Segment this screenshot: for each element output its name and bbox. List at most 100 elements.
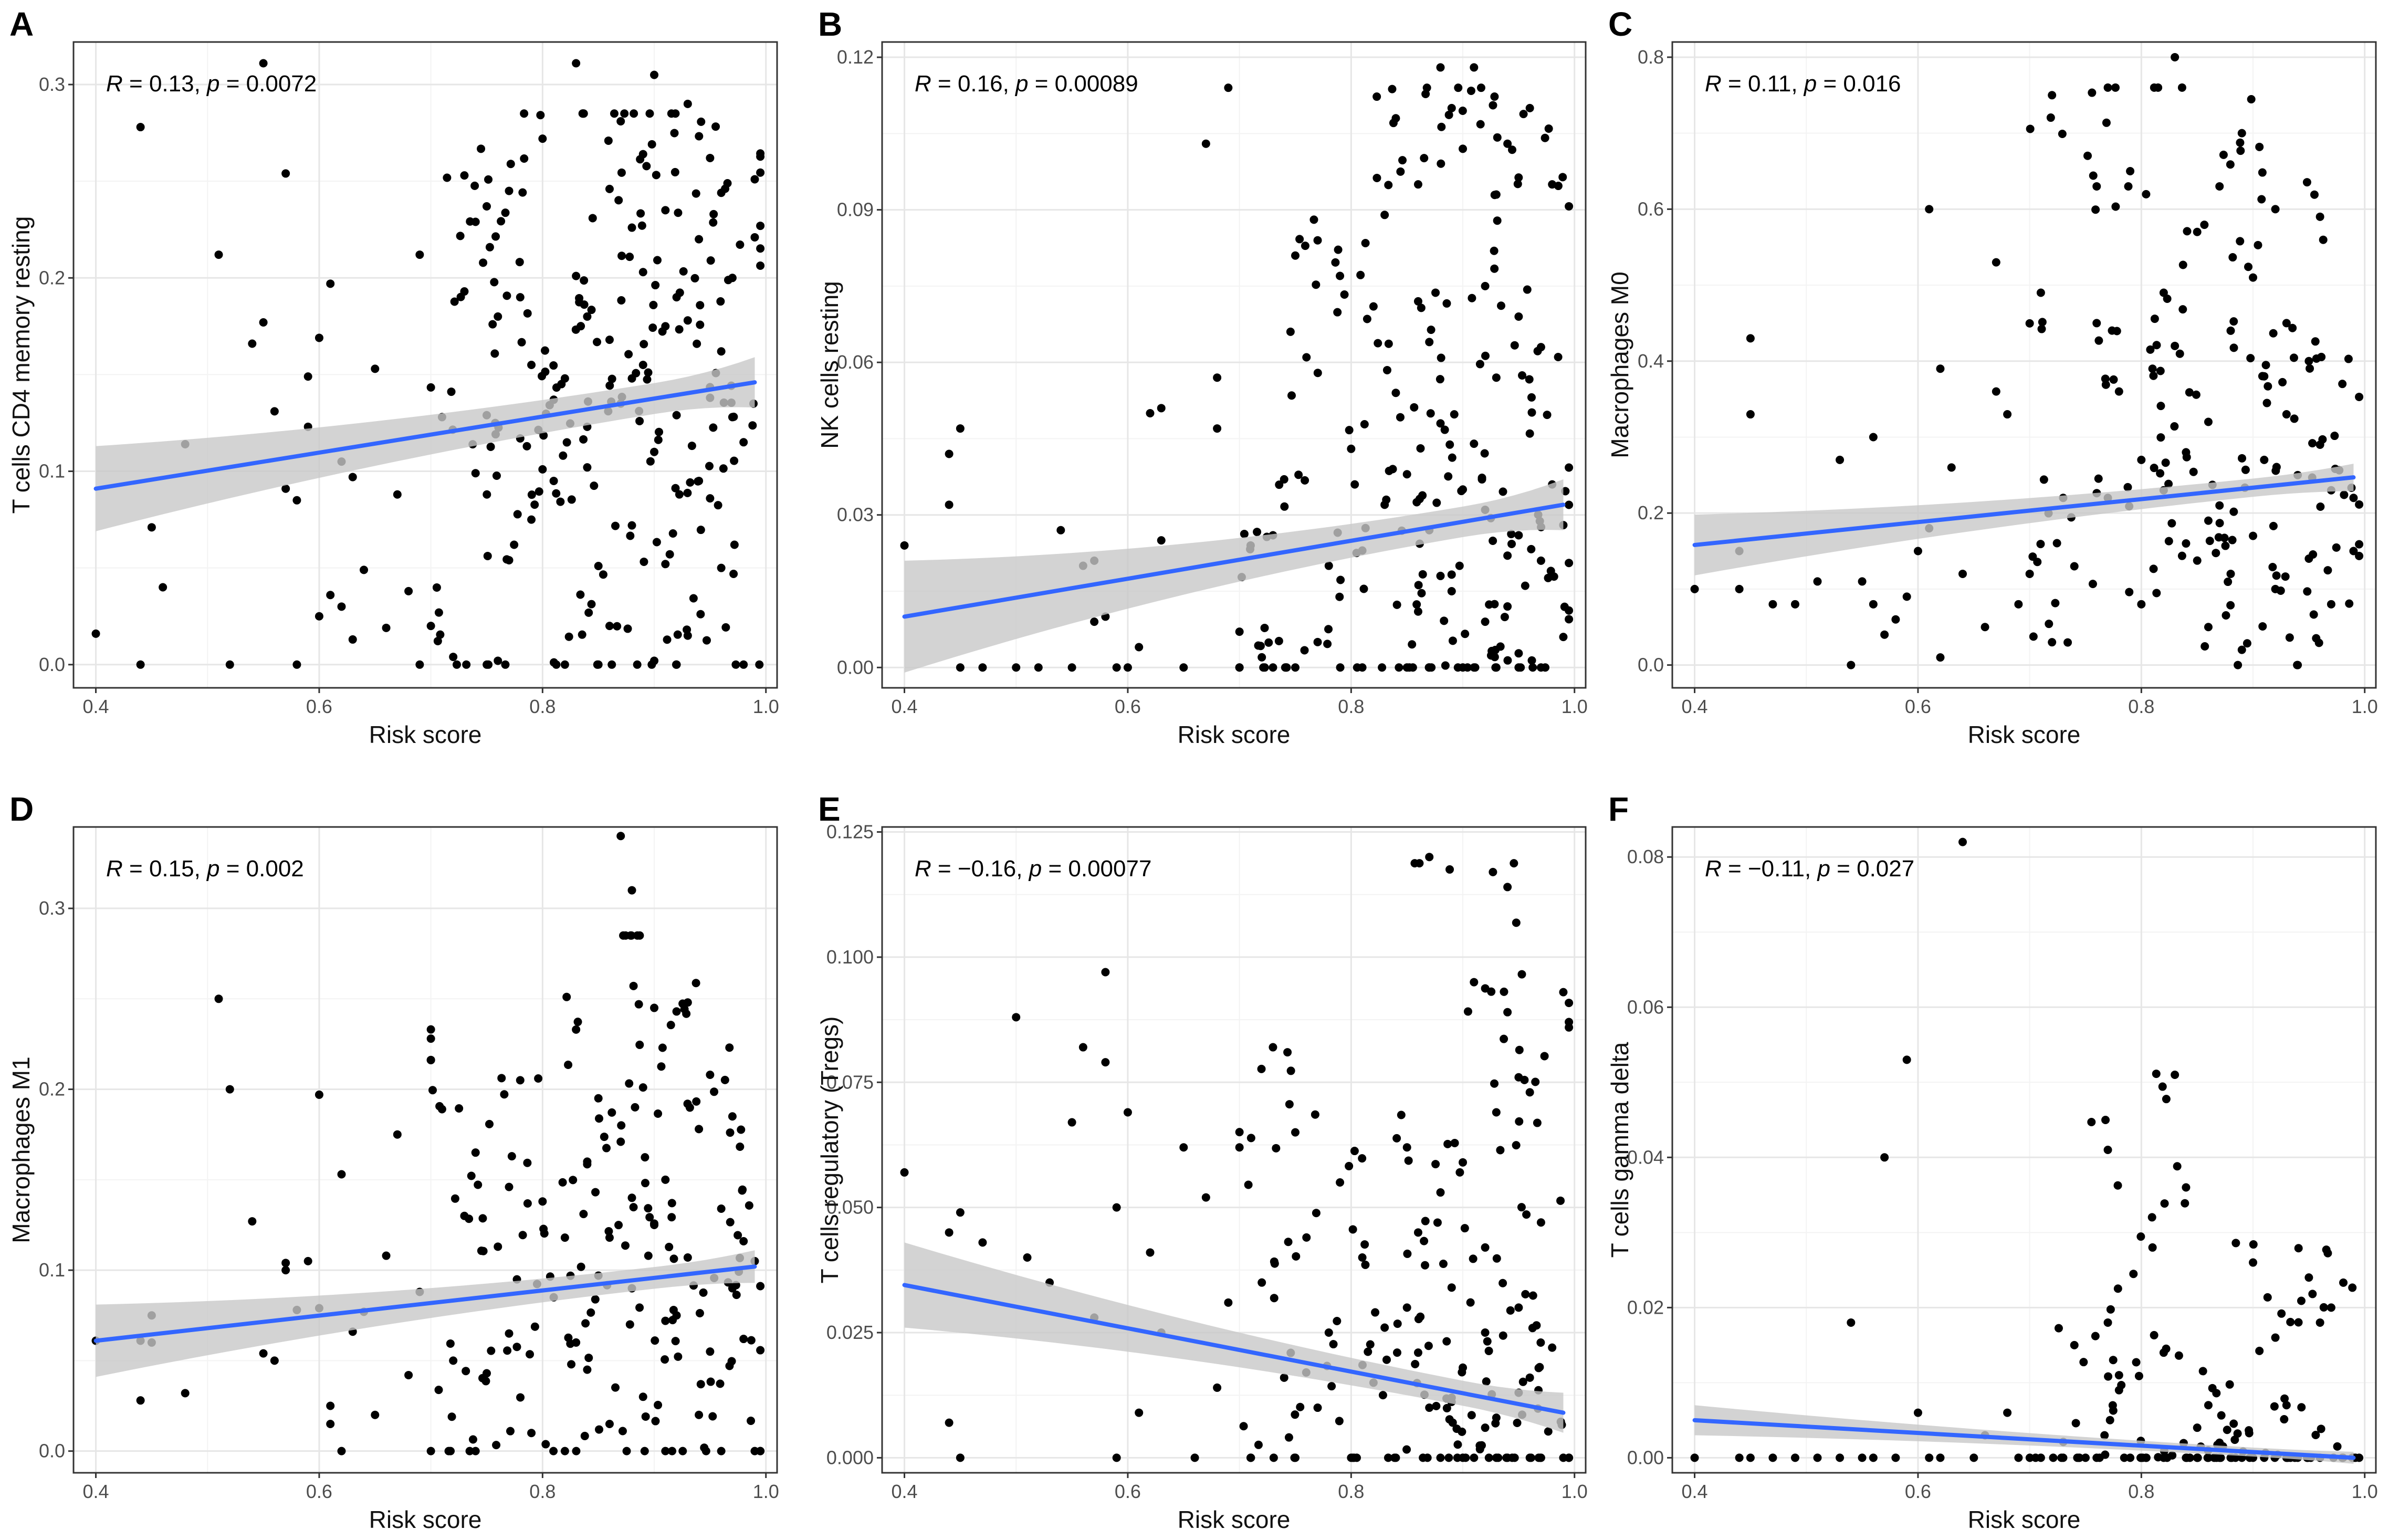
data-point — [1067, 1118, 1076, 1127]
data-point — [1292, 1252, 1301, 1261]
data-point — [748, 421, 757, 430]
data-point — [2182, 453, 2191, 462]
data-point — [2171, 341, 2180, 350]
x-tick-label: 0.4 — [1682, 1481, 1708, 1502]
data-point — [1302, 1233, 1311, 1242]
x-tick-label: 0.4 — [83, 1481, 109, 1502]
data-point — [629, 981, 638, 990]
data-point — [1515, 1117, 1524, 1126]
data-point — [581, 1319, 590, 1328]
data-point — [956, 663, 965, 672]
data-point — [594, 561, 603, 570]
data-point — [1527, 393, 1536, 402]
data-point — [636, 209, 645, 218]
regression-line — [1692, 475, 2356, 547]
data-point — [588, 214, 597, 223]
data-point — [1496, 301, 1505, 310]
data-point — [315, 1090, 323, 1099]
data-point — [641, 1153, 649, 1162]
data-point — [756, 1346, 765, 1355]
data-point — [2214, 533, 2223, 542]
data-point — [1499, 1331, 1507, 1340]
data-point — [1506, 1306, 1515, 1315]
data-point — [2304, 357, 2313, 365]
data-point — [2224, 578, 2233, 586]
data-point — [1958, 837, 1967, 846]
data-point — [1439, 1260, 1448, 1269]
data-point — [1925, 205, 1934, 214]
data-point — [674, 208, 683, 217]
data-point — [1286, 1066, 1295, 1075]
data-point — [1496, 1146, 1505, 1155]
data-point — [507, 1152, 516, 1161]
data-point — [2315, 1318, 2324, 1327]
data-point — [214, 250, 223, 259]
data-point — [2070, 1340, 2079, 1349]
data-point — [1499, 487, 1507, 496]
plot-background — [882, 827, 1586, 1473]
data-point — [625, 1079, 634, 1088]
data-point — [594, 1094, 603, 1103]
data-point — [2079, 1358, 2088, 1367]
data-point — [583, 312, 592, 321]
data-point — [617, 1121, 626, 1130]
data-point — [1565, 1023, 1574, 1032]
data-point — [1492, 373, 1501, 382]
data-point — [1280, 502, 1289, 511]
data-point — [580, 1431, 589, 1440]
data-point — [1475, 360, 1484, 369]
y-tick-label: 0.125 — [826, 821, 874, 843]
data-point — [2246, 354, 2255, 363]
data-point — [2316, 502, 2325, 511]
data-point — [539, 1224, 548, 1233]
data-point — [605, 622, 614, 631]
plot-border — [1671, 41, 2377, 689]
data-point — [747, 1336, 756, 1345]
data-point — [635, 1303, 644, 1312]
data-point — [1382, 495, 1391, 504]
data-point — [2120, 1453, 2129, 1462]
data-point — [622, 1447, 631, 1455]
data-point — [721, 623, 730, 632]
data-point — [2236, 237, 2245, 246]
y-axis-label: T cells CD4 memory resting — [7, 216, 35, 514]
data-point — [2318, 435, 2327, 444]
data-point — [2333, 1442, 2342, 1451]
data-point — [2088, 88, 2097, 97]
data-point — [579, 1210, 588, 1219]
data-point — [2349, 547, 2358, 556]
data-point — [2310, 190, 2319, 199]
data-point — [2345, 599, 2354, 608]
data-point — [1404, 1156, 1413, 1165]
data-point — [1858, 577, 1867, 586]
plot-background — [1672, 42, 2376, 688]
x-tick-label: 1.0 — [753, 696, 779, 717]
data-point — [1470, 1453, 1479, 1462]
data-point — [2282, 319, 2291, 328]
data-point — [593, 660, 602, 669]
data-point — [654, 435, 663, 444]
data-point — [667, 1199, 676, 1208]
data-point — [1422, 83, 1431, 92]
data-point — [2314, 638, 2323, 647]
data-point — [616, 117, 625, 125]
data-point — [2091, 205, 2100, 214]
data-point — [1135, 643, 1144, 652]
data-point — [2332, 543, 2341, 552]
data-point — [1869, 1453, 1878, 1462]
data-point — [512, 1343, 521, 1352]
data-point — [1500, 613, 1509, 622]
data-point — [2229, 343, 2238, 352]
data-point — [1264, 638, 1273, 647]
data-point — [2113, 1181, 2122, 1190]
data-point — [1735, 1453, 1744, 1462]
data-point — [1235, 627, 1244, 636]
data-point — [638, 268, 647, 277]
data-point — [1146, 409, 1155, 418]
data-point — [2355, 500, 2364, 509]
x-tick-label: 0.6 — [1905, 1481, 1931, 1502]
data-point — [1331, 258, 1340, 267]
data-point — [1253, 528, 1262, 537]
data-point — [1313, 637, 1322, 646]
data-point — [1493, 216, 1502, 225]
